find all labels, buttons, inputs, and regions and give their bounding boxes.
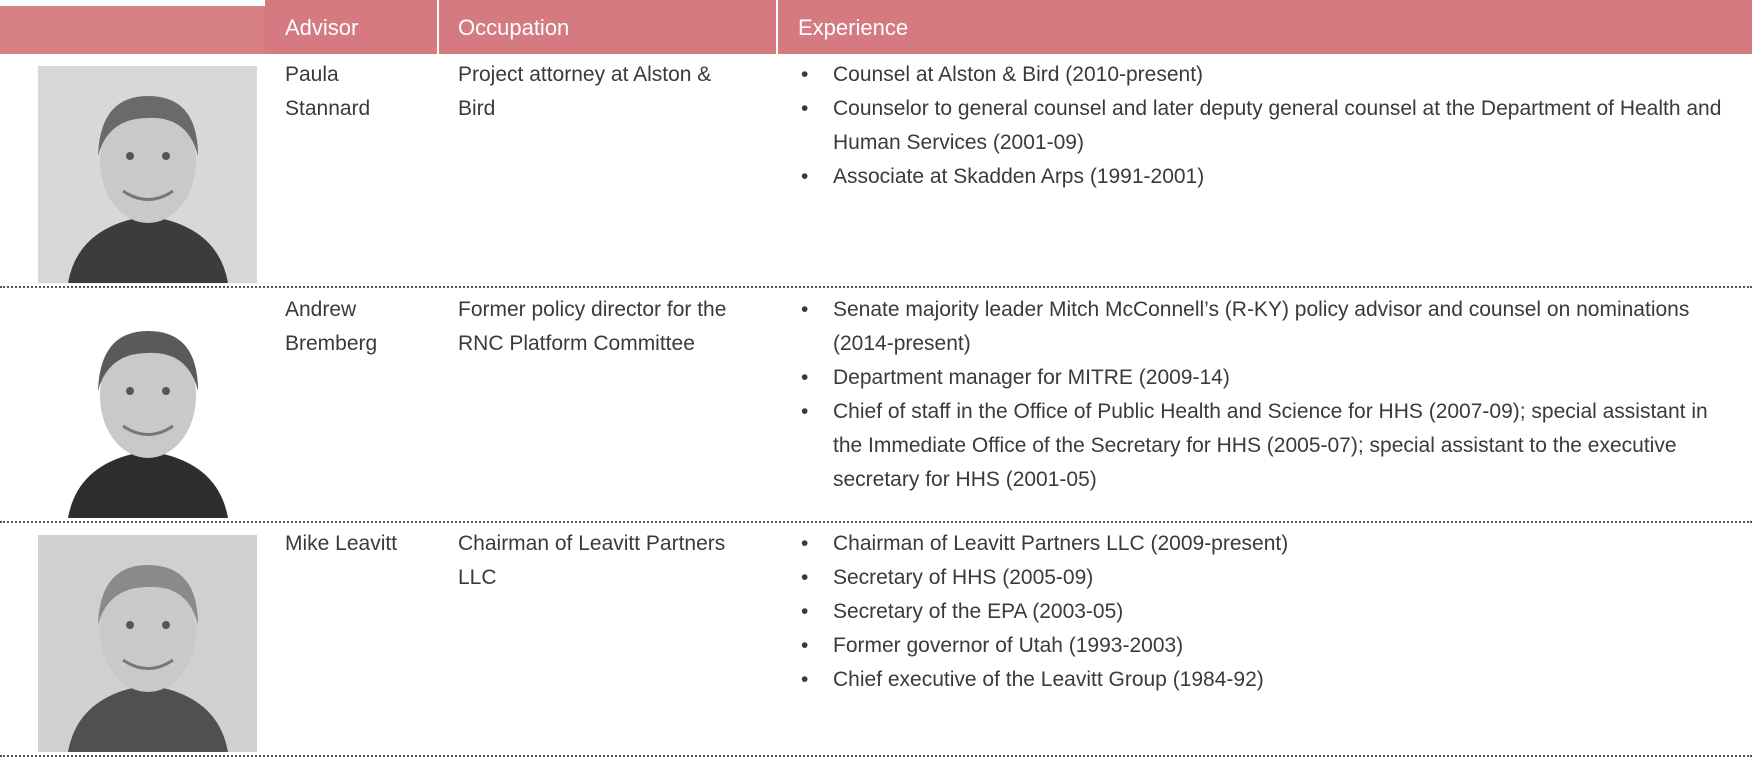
table-row: Mike Leavitt Chairman of Leavitt Partners… — [0, 523, 1752, 757]
header-divider — [437, 0, 439, 54]
advisor-photo — [38, 535, 257, 752]
header-cell: Occupation — [458, 15, 570, 40]
occupation: Chairman of Leavitt Partners LLC — [458, 532, 726, 589]
photo-graphic — [38, 66, 257, 283]
header-band — [0, 6, 265, 54]
experience-item: Counselor to general counsel and later d… — [798, 92, 1738, 160]
experience-list: Counsel at Alston & Bird (2010-present)C… — [798, 58, 1738, 194]
advisor-name: Paula Stannard — [285, 63, 371, 120]
experience-list: Chairman of Leavitt Partners LLC (2009-p… — [798, 527, 1738, 697]
experience-item: Chief executive of the Leavitt Group (19… — [798, 663, 1738, 697]
experience-item: Former governor of Utah (1993-2003) — [798, 629, 1738, 663]
experience-item: Department manager for MITRE (2009-14) — [798, 361, 1738, 395]
photo-graphic — [38, 535, 257, 752]
experience-item: Secretary of the EPA (2003-05) — [798, 595, 1738, 629]
table-row: Paula Stannard Project attorney at Alston… — [0, 54, 1752, 288]
experience-item: Chairman of Leavitt Partners LLC (2009-p… — [798, 527, 1738, 561]
table-row: Andrew Bremberg Former policy director fo… — [0, 289, 1752, 523]
experience-item: Senate majority leader Mitch McConnell’s… — [798, 293, 1738, 361]
header-band — [265, 0, 1752, 54]
advisor-name: Mike Leavitt — [285, 532, 398, 555]
advisor-name: Andrew Bremberg — [285, 298, 378, 355]
experience-item: Counsel at Alston & Bird (2010-present) — [798, 58, 1738, 92]
header-bar: Advisor Occupation Experience — [0, 0, 1752, 54]
occupation: Project attorney at Alston & Bird — [458, 63, 712, 120]
experience-item: Secretary of HHS (2005-09) — [798, 561, 1738, 595]
experience-item: Associate at Skadden Arps (1991-2001) — [798, 160, 1738, 194]
header-divider — [776, 0, 778, 54]
experience-item: Chief of staff in the Office of Public H… — [798, 395, 1738, 497]
advisor-photo — [38, 66, 257, 283]
header-cell: Experience — [798, 15, 909, 40]
header-cell: Advisor — [285, 15, 359, 40]
advisor-photo — [38, 301, 257, 518]
experience-list: Senate majority leader Mitch McConnell’s… — [798, 293, 1738, 497]
occupation: Former policy director for the RNC Platf… — [458, 298, 727, 355]
photo-graphic — [38, 301, 257, 518]
